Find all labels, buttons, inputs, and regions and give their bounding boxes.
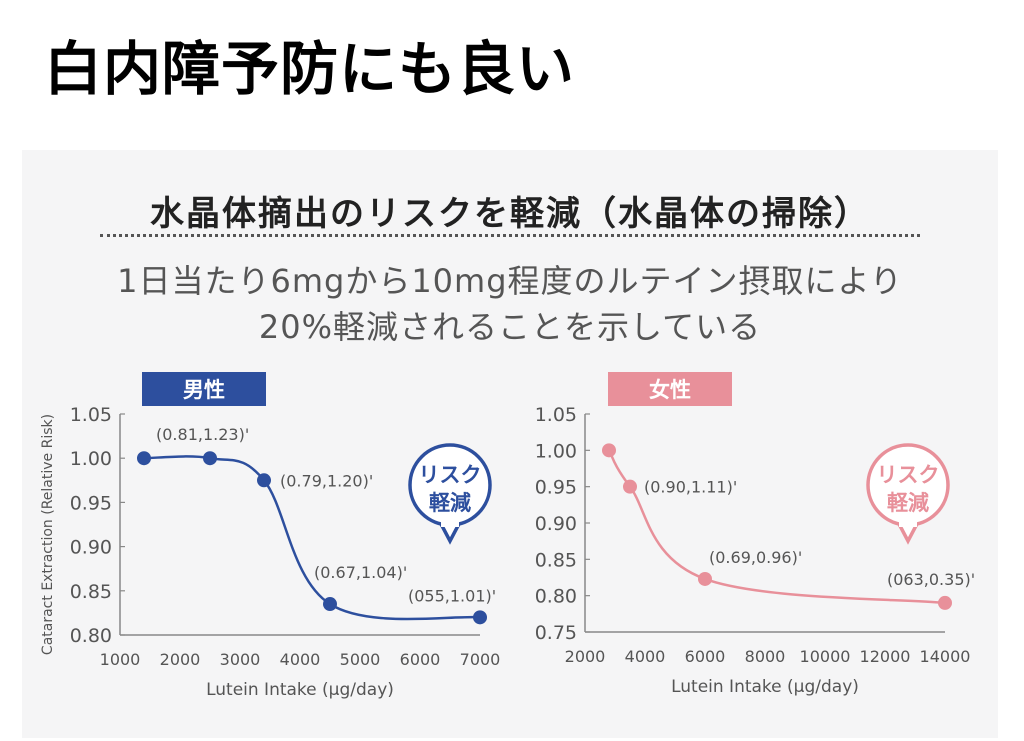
chart-female-y-tick-label: 1.05 (535, 404, 577, 426)
chart-female-data-label: (0.69,0.96)' (709, 548, 802, 567)
chart-female-y-tick-label: 1.00 (535, 440, 577, 462)
chart-female-x-tick-label: 4000 (625, 647, 666, 666)
chart-male-title: 男性 (183, 378, 225, 402)
chart-female-x-tick-label: 6000 (685, 647, 726, 666)
chart-female-y-tick-label: 0.75 (535, 622, 577, 644)
chart-female-data-point (698, 571, 712, 586)
chart-female-y-tick-label: 0.85 (535, 549, 577, 571)
chart-male-x-tick-label: 5000 (340, 650, 381, 669)
chart-male-x-tick-label: 1000 (100, 650, 141, 669)
dotted-divider (100, 234, 920, 237)
chart-male-series-line (143, 455, 481, 621)
chart-male-badge-line-1: リスク (419, 463, 482, 487)
chart-female-x-tick-label: 12000 (860, 647, 911, 666)
chart-female-badge-joint (899, 519, 917, 527)
chart-male-data-label: (0.67,1.04)' (314, 563, 407, 582)
chart-female-x-tick-label: 14000 (920, 647, 971, 666)
chart-female-data-label: (0.90,1.11)' (644, 478, 737, 497)
chart-male-y-axis-label: Cataract Extraction (Relative Risk) (40, 414, 56, 655)
chart-male-badge-joint (441, 519, 459, 527)
chart-female-badge-line-1: リスク (877, 463, 940, 487)
chart-female-data-point (623, 479, 637, 494)
chart-male-data-point (257, 473, 271, 488)
description-line-2: 20%軽減されることを示している (258, 308, 762, 346)
chart-male-data-point (473, 610, 487, 625)
chart-male-x-axis-label: Lutein Intake (μg/day) (206, 680, 394, 700)
chart-male-data-label: (0.81,1.23)' (156, 425, 249, 444)
chart-female-x-tick-label: 8000 (745, 647, 786, 666)
chart-male-x-tick-label: 4000 (280, 650, 321, 669)
chart-female-data-point (602, 443, 616, 458)
panel-title: 水晶体摘出のリスクを軽減（水晶体の掃除） (150, 194, 870, 234)
chart-female-series-line (607, 449, 946, 605)
chart-male-data-point (203, 451, 217, 466)
chart-female-data-label: (063,0.35)' (887, 570, 975, 589)
chart-male-y-tick-label: 1.00 (70, 448, 112, 470)
chart-male-badge-line-2: 軽減 (429, 491, 471, 515)
chart-male-data-label: (055,1.01)' (408, 586, 496, 605)
chart-male-y-tick-label: 0.95 (70, 492, 112, 514)
chart-male-y-tick-label: 0.80 (70, 625, 112, 647)
chart-male-data-label: (0.79,1.20)' (280, 471, 373, 490)
chart-female-title-tag (608, 372, 732, 406)
chart-male-x-tick-label: 2000 (160, 650, 201, 669)
chart-male-data-point (137, 451, 151, 466)
chart-female-x-tick-label: 10000 (800, 647, 851, 666)
page-title: 白内障予防にも良い (44, 35, 576, 103)
chart-female-badge-line-2: 軽減 (887, 491, 929, 515)
chart-male-data-point (323, 597, 337, 612)
chart-male-y-tick-label: 0.90 (70, 537, 112, 559)
chart-female-y-tick-label: 0.95 (535, 477, 577, 499)
chart-male-title-tag (142, 372, 266, 406)
chart-male-y-tick-label: 1.05 (70, 404, 112, 426)
chart-male-y-tick-label: 0.85 (70, 581, 112, 603)
chart-female-x-axis-label: Lutein Intake (μg/day) (671, 677, 859, 697)
chart-female-x-tick-label: 2000 (565, 647, 606, 666)
chart-female-y-tick-label: 0.90 (535, 513, 577, 535)
chart-panel: 水晶体摘出のリスクを軽減（水晶体の掃除） 1日当たり6mgから10mg程度のルテ… (22, 150, 998, 738)
chart-male-x-tick-label: 3000 (220, 650, 261, 669)
chart-male-x-tick-label: 6000 (400, 650, 441, 669)
chart-female-data-point (938, 595, 952, 610)
chart-male-x-tick-label: 7000 (460, 650, 501, 669)
description-line-1: 1日当たり6mgから10mg程度のルテイン摂取により (117, 262, 903, 300)
chart-female-title: 女性 (649, 378, 691, 402)
chart-female-y-tick-label: 0.80 (535, 586, 577, 608)
